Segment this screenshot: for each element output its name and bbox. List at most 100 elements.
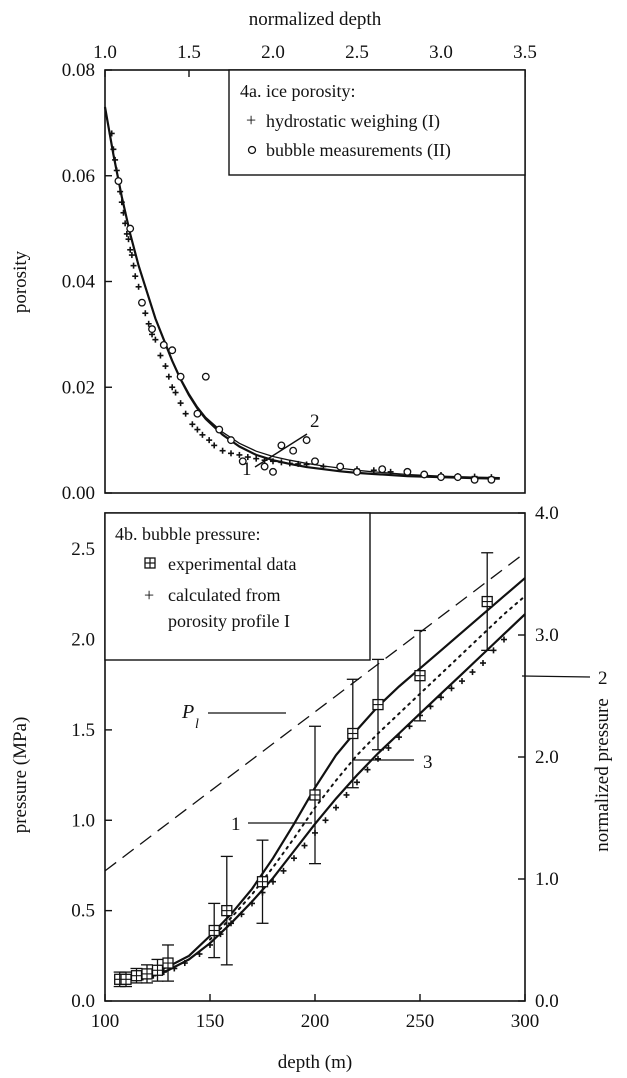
calculated-point <box>280 867 287 874</box>
hydrostatic-point <box>165 373 172 380</box>
calculated-point <box>301 842 308 849</box>
calculated-point <box>181 960 188 967</box>
hydrostatic-point <box>132 273 139 280</box>
porosity-legend-box <box>228 69 526 176</box>
porosity-panel: normalized depth porosity 1.0 1.5 2.0 2.5 3.… <box>10 9 537 504</box>
hydrostatic-point <box>295 460 302 467</box>
calculated-point <box>207 941 213 948</box>
hydrostatic-point <box>145 320 152 327</box>
hydrostatic-point <box>278 459 285 466</box>
y-tick-label: 2.0 <box>71 630 95 651</box>
bubble-point <box>403 467 412 476</box>
circle-marker-icon <box>247 145 257 155</box>
calculated-point <box>196 951 203 958</box>
square-cross-marker-icon <box>144 557 156 569</box>
pl-subscript: l <box>195 717 199 732</box>
plus-marker-icon: + <box>144 585 154 605</box>
bubble-point <box>269 467 277 476</box>
experimental-point <box>346 678 359 789</box>
normalized-pressure-axis-label: normalized pressure <box>592 698 613 852</box>
hydrostatic-point <box>199 431 206 438</box>
bubble-point <box>353 467 361 476</box>
experimental-point <box>309 725 321 865</box>
x-tick-label: 3.5 <box>513 42 537 63</box>
y-tick-label: 0.5 <box>71 901 95 922</box>
bubble-point <box>159 341 168 349</box>
hydrostatic-point <box>270 458 276 465</box>
experimental-point <box>151 958 164 982</box>
calculated-point <box>343 791 350 798</box>
y2-tick-label: 4.0 <box>535 503 559 524</box>
hydrostatic-point <box>211 442 218 449</box>
y2-tick-label: 1.0 <box>535 869 559 890</box>
hydrostatic-point <box>206 437 213 444</box>
pressure-series <box>104 552 526 988</box>
y-tick-label: 0.04 <box>62 272 96 293</box>
y-tick-label: 2.5 <box>71 539 95 560</box>
calculated-point <box>228 920 234 927</box>
hydrostatic-point <box>370 467 377 474</box>
calculated-point <box>438 694 444 701</box>
calculated-point <box>396 734 402 741</box>
calculated-point <box>333 804 339 811</box>
y2-tick-label: 2.0 <box>535 747 559 768</box>
pressure-curve-2 <box>119 613 526 983</box>
hydrostatic-point <box>128 252 135 259</box>
hydrostatic-point <box>320 463 327 470</box>
experimental-point <box>481 552 494 652</box>
curve-labels-leader <box>254 433 308 468</box>
y-tick-label: 0.0 <box>71 991 95 1012</box>
hydrostatic-point <box>253 455 260 462</box>
y-tick-label: 1.5 <box>71 720 95 741</box>
curve-1-label: 1 <box>231 814 241 835</box>
calculated-point <box>291 855 297 862</box>
x-tick-label: 300 <box>511 1011 540 1032</box>
porosity-legend: 4a. ice porosity: + hydrostatic weighing… <box>228 69 526 176</box>
bubble-point <box>487 475 496 484</box>
bubble-point <box>176 372 185 381</box>
legend-item-hydrostatic: hydrostatic weighing (I) <box>266 111 440 132</box>
hydrostatic-point <box>127 246 134 253</box>
hydrostatic-point <box>303 461 310 468</box>
calculated-point <box>322 817 329 824</box>
calculated-point <box>501 636 507 643</box>
experimental-point <box>256 839 269 924</box>
legend-item-bubble: bubble measurements (II) <box>266 140 451 161</box>
porosity-series <box>103 106 500 484</box>
bubble-point <box>277 441 286 450</box>
calculated-point <box>375 755 381 762</box>
pressure-curve-1 <box>119 577 526 981</box>
x-tick-label: 1.5 <box>177 42 201 63</box>
hydrostatic-point <box>142 310 149 317</box>
hydrostatic-point <box>117 188 124 195</box>
experimental-point <box>162 944 174 982</box>
y2-tick-label: 0.0 <box>535 991 559 1012</box>
curve-3-label: 3 <box>423 752 433 773</box>
experimental-point <box>208 902 221 959</box>
calculated-point <box>427 703 434 710</box>
x-tick-label: 1.0 <box>93 42 117 63</box>
x-tick-label: 200 <box>301 1011 330 1032</box>
hydrostatic-point <box>387 468 394 475</box>
hydrostatic-point <box>162 363 169 370</box>
hydrostatic-point <box>112 156 119 163</box>
bubble-point <box>336 462 345 471</box>
bubble-point <box>201 372 210 381</box>
hydrostatic-point <box>189 421 196 428</box>
bubble-point <box>227 436 235 445</box>
bubble-point <box>238 457 247 466</box>
pressure-panel: depth (m) pressure (MPa) normalized pres… <box>10 503 613 1073</box>
hydrostatic-point <box>182 410 189 417</box>
calculated-point <box>270 878 276 885</box>
pressure-legend: 4b. bubble pressure: experimental data +… <box>104 512 371 661</box>
plus-marker-icon: + <box>246 110 256 130</box>
bubble-point <box>289 446 298 455</box>
bubble-point <box>470 475 479 484</box>
bubble-point <box>148 325 156 334</box>
calculated-point <box>354 779 360 786</box>
y2-tick-label: 3.0 <box>535 625 559 646</box>
bubble-point <box>420 470 429 479</box>
calculated-point <box>480 660 486 667</box>
hydrostatic-point <box>172 389 179 396</box>
hydrostatic-point <box>169 384 176 391</box>
